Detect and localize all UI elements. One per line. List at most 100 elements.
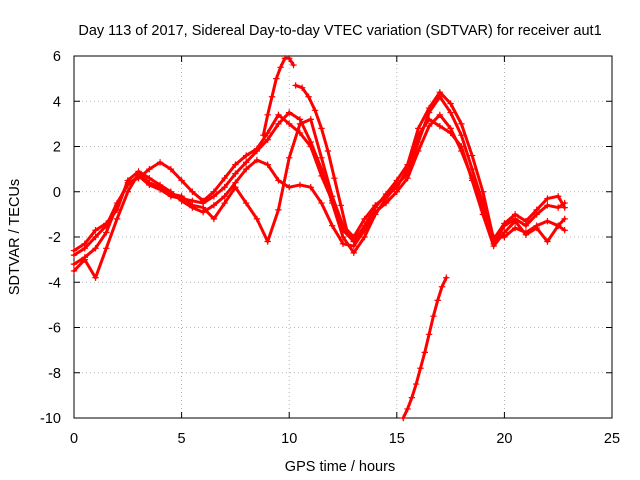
data-point bbox=[92, 245, 99, 252]
data-point bbox=[425, 116, 433, 123]
data-point bbox=[275, 120, 282, 128]
data-point bbox=[350, 249, 357, 257]
data-point bbox=[490, 242, 497, 250]
chart-title: Day 113 of 2017, Sidereal Day-to-day VTE… bbox=[78, 23, 601, 39]
data-point bbox=[81, 256, 88, 263]
data-point bbox=[221, 193, 228, 200]
data-point bbox=[415, 125, 422, 132]
data-point bbox=[124, 188, 131, 195]
data-point bbox=[447, 100, 454, 107]
data-point bbox=[286, 120, 293, 128]
data-point bbox=[511, 217, 519, 225]
data-point bbox=[286, 184, 293, 191]
x-tick-label: 5 bbox=[178, 431, 186, 447]
data-point bbox=[404, 165, 411, 173]
grid bbox=[74, 56, 612, 418]
data-point bbox=[103, 220, 110, 227]
data-point bbox=[199, 197, 207, 204]
data-point bbox=[146, 179, 153, 186]
data-point bbox=[242, 165, 250, 173]
data-point bbox=[447, 129, 454, 137]
data-point bbox=[277, 64, 284, 71]
data-point bbox=[167, 190, 175, 198]
data-point bbox=[264, 136, 271, 143]
data-point bbox=[232, 184, 239, 191]
data-point bbox=[264, 111, 271, 119]
data-point bbox=[436, 111, 444, 119]
data-point bbox=[331, 174, 338, 182]
y-tick-label: -10 bbox=[40, 411, 61, 427]
data-point bbox=[555, 193, 562, 200]
data-point bbox=[210, 202, 218, 209]
series-trace bbox=[294, 83, 356, 244]
data-point bbox=[318, 172, 325, 180]
data-point bbox=[70, 267, 78, 275]
data-point bbox=[438, 283, 446, 290]
data-point bbox=[382, 193, 390, 200]
data-point bbox=[468, 152, 476, 159]
data-point bbox=[264, 238, 271, 245]
series-trace bbox=[401, 276, 448, 420]
data-point bbox=[425, 331, 433, 338]
y-tick-label: 0 bbox=[53, 185, 61, 201]
data-point bbox=[544, 195, 551, 202]
x-tick-label: 15 bbox=[389, 431, 405, 447]
y-tick-label: 4 bbox=[53, 94, 61, 110]
data-point bbox=[232, 170, 239, 177]
data-point bbox=[561, 215, 568, 223]
data-point bbox=[434, 297, 441, 304]
data-point bbox=[232, 161, 239, 168]
data-point bbox=[156, 159, 164, 166]
data-point bbox=[275, 206, 282, 214]
data-point bbox=[311, 107, 319, 114]
data-point bbox=[350, 238, 357, 245]
data-point bbox=[412, 380, 420, 388]
data-point bbox=[124, 177, 131, 184]
data-point bbox=[264, 129, 271, 137]
data-point bbox=[92, 227, 99, 234]
data-point bbox=[286, 55, 293, 62]
data-point bbox=[458, 120, 465, 128]
data-point bbox=[292, 82, 299, 89]
data-point bbox=[479, 211, 487, 218]
data-point bbox=[189, 188, 196, 195]
data-point bbox=[361, 227, 368, 234]
data-point bbox=[318, 199, 325, 207]
data-point bbox=[479, 188, 487, 195]
data-point bbox=[447, 109, 454, 116]
data-point bbox=[544, 202, 551, 209]
data-point bbox=[522, 231, 530, 238]
data-point bbox=[522, 217, 530, 225]
data-point bbox=[81, 240, 88, 247]
data-point bbox=[561, 227, 568, 234]
data-point bbox=[70, 260, 78, 268]
data-point bbox=[544, 217, 551, 225]
data-point bbox=[199, 204, 207, 211]
data-point bbox=[511, 211, 519, 218]
data-point bbox=[400, 414, 407, 422]
data-point bbox=[298, 84, 306, 91]
data-point bbox=[361, 233, 368, 241]
data-point bbox=[361, 215, 368, 223]
data-point bbox=[305, 93, 312, 100]
data-point bbox=[468, 177, 476, 184]
data-point bbox=[324, 147, 332, 155]
data-point bbox=[436, 89, 444, 96]
data-point bbox=[318, 154, 325, 162]
data-point bbox=[318, 125, 325, 132]
data-point bbox=[425, 104, 433, 112]
y-axis-label: SDTVAR / TECUs bbox=[7, 179, 23, 295]
data-point bbox=[329, 222, 336, 229]
data-point bbox=[555, 222, 562, 229]
data-point bbox=[178, 177, 185, 184]
data-point bbox=[458, 131, 465, 139]
data-point bbox=[307, 116, 314, 123]
y-tick-label: -2 bbox=[48, 230, 61, 246]
data-point bbox=[286, 154, 293, 162]
data-point bbox=[242, 199, 250, 207]
y-tick-label: -4 bbox=[48, 275, 61, 291]
y-tick-label: -6 bbox=[48, 321, 61, 337]
y-tick-label: 2 bbox=[53, 140, 61, 156]
data-point bbox=[103, 229, 110, 236]
